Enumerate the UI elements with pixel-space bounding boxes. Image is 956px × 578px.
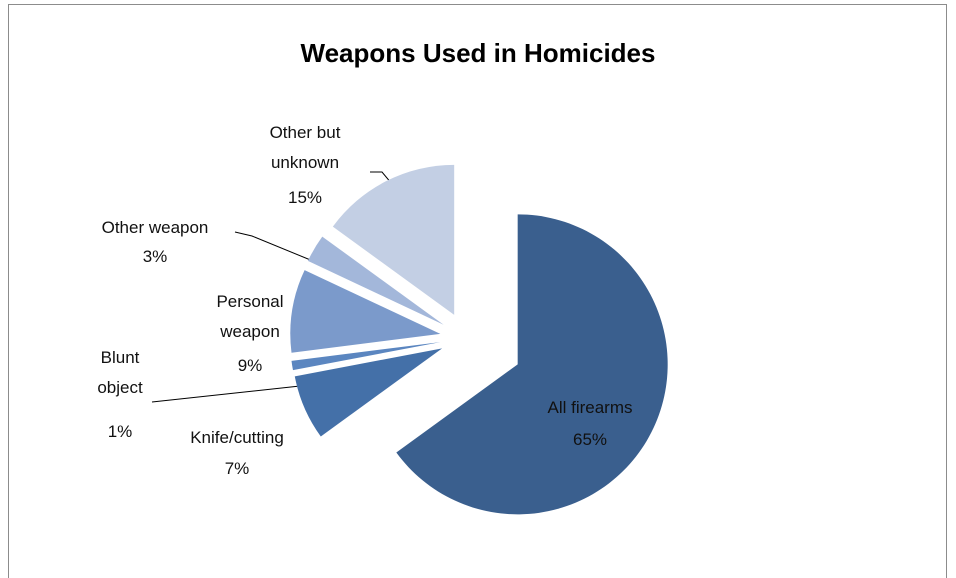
pie-slice xyxy=(332,164,455,315)
slice-label: Other but unknown xyxy=(269,123,341,172)
value-label: 65% xyxy=(572,430,608,449)
chart-border xyxy=(8,4,947,578)
value-label: 3% xyxy=(142,247,168,266)
slice-label: Blunt object xyxy=(97,348,143,397)
value-label: 7% xyxy=(224,459,250,478)
pie-slice xyxy=(307,236,444,325)
leader-line xyxy=(234,231,331,269)
chart-title: Weapons Used in Homicides xyxy=(300,38,656,68)
leader-line xyxy=(151,385,301,403)
slice-label: Other weapon xyxy=(101,218,209,237)
slice-label: Knife/cutting xyxy=(190,428,284,447)
pie-slice xyxy=(396,214,668,515)
slice-label: Personal weapon xyxy=(216,292,284,341)
pie-slice xyxy=(290,270,441,353)
slice-label: All firearms xyxy=(547,398,633,417)
pie-slice xyxy=(291,342,441,371)
value-label: 1% xyxy=(107,422,133,441)
pie-slice xyxy=(294,348,443,437)
value-label: 15% xyxy=(287,188,323,207)
value-label: 9% xyxy=(237,356,263,375)
